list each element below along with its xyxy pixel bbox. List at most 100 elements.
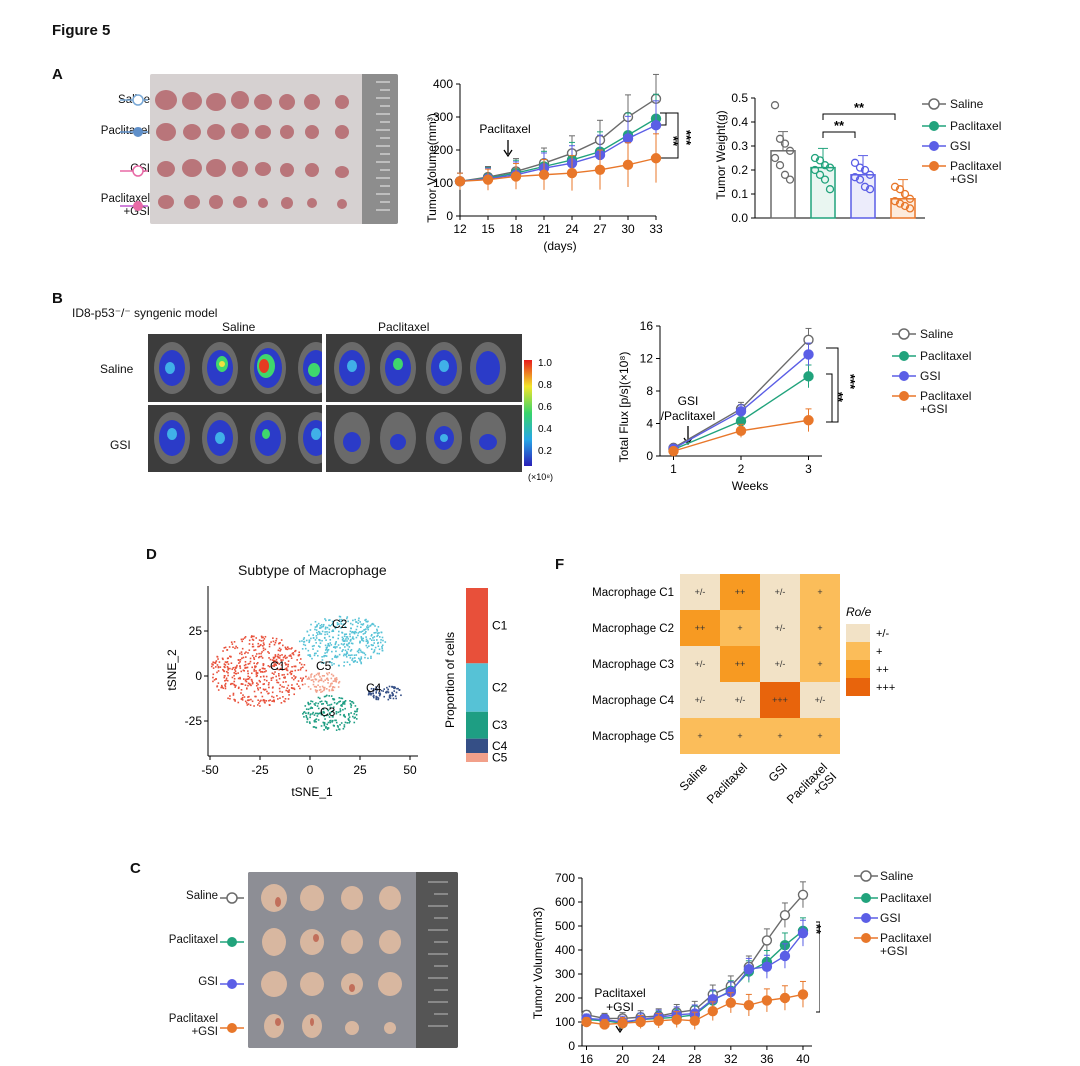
d-cell-point: [278, 647, 281, 650]
d-cell-point: [314, 639, 317, 641]
d-cell-point: [386, 686, 388, 689]
d-cell-point: [346, 644, 349, 647]
d-cell-point: [277, 681, 280, 684]
d-cell-point: [239, 667, 242, 669]
d-cell-point: [229, 667, 231, 670]
d-cell-point: [333, 680, 336, 682]
d-cell-point: [344, 646, 346, 648]
d-cell-point: [372, 651, 375, 654]
b-flux-xtick-label: 2: [738, 462, 745, 476]
d-cell-point: [342, 727, 345, 730]
a-weight-ytick-label: 0.4: [731, 115, 748, 129]
d-cell-point: [328, 704, 331, 706]
d-cell-point: [284, 676, 286, 678]
d-cell-point: [222, 668, 224, 671]
d-cell-point: [288, 647, 290, 650]
d-cell-point: [250, 672, 253, 675]
d-cell-point: [327, 644, 329, 647]
d-cell-point: [352, 715, 354, 718]
d-cell-point: [387, 688, 390, 691]
d-cell-point: [359, 621, 362, 623]
d-cell-point: [357, 649, 360, 652]
d-cell-point: [280, 639, 283, 641]
d-cell-point: [263, 701, 266, 703]
b-annot-1: GSI: [678, 394, 699, 408]
f-col-label: Paclitaxel+GSI: [784, 760, 839, 815]
d-cell-point: [349, 635, 351, 638]
a-volume-xtick-label: 24: [565, 222, 579, 236]
d-cell-point: [341, 705, 343, 707]
d-cell-point: [344, 707, 346, 710]
d-cell-point: [226, 670, 228, 673]
d-cell-point: [349, 654, 351, 657]
d-cell-point: [392, 686, 394, 688]
d-cell-point: [314, 689, 317, 691]
d-cell-point: [283, 673, 285, 676]
panel-f-heatmap: Macrophage C1 +/- ++ +/- +Macrophage C2 ++ + +/…: [592, 574, 895, 815]
d-cell-point: [248, 643, 251, 645]
d-cell-point: [290, 657, 293, 659]
d-cell-point: [272, 657, 275, 660]
d-cell-point: [376, 639, 378, 641]
d-cell-point: [315, 720, 317, 723]
d-cluster-c3: C3: [320, 705, 336, 719]
d-cell-point: [230, 662, 233, 665]
a-volume-point: [566, 167, 578, 179]
a-weight-point: [865, 185, 875, 194]
d-cell-point: [286, 669, 289, 672]
d-cell-point: [328, 619, 330, 622]
d-cell-point: [244, 666, 247, 669]
d-cell-point: [329, 685, 332, 687]
c-sig: **: [809, 924, 824, 935]
d-cell-point: [309, 655, 311, 657]
d-cell-point: [359, 649, 362, 652]
d-cell-point: [364, 632, 366, 635]
d-cell-point: [351, 659, 353, 661]
c-marker-saline: [226, 892, 238, 904]
d-cell-point: [283, 700, 285, 702]
d-cell-point: [240, 651, 243, 653]
d-cell-point: [372, 623, 375, 626]
d-cell-point: [253, 668, 256, 671]
d-cell-point: [265, 675, 268, 678]
d-cell-point: [337, 711, 340, 714]
d-cell-point: [291, 652, 294, 655]
d-cell-point: [392, 694, 394, 697]
f-cell-value: ++: [735, 587, 746, 597]
d-cell-point: [227, 697, 229, 700]
d-cell-point: [375, 692, 378, 694]
d-cell-point: [342, 654, 345, 657]
d-cell-point: [370, 657, 372, 659]
d-cell-point: [347, 638, 349, 640]
d-cell-point: [332, 685, 334, 688]
d-cell-point: [276, 655, 279, 658]
d-cell-point: [292, 653, 295, 656]
b-legend-paclitaxel: Paclitaxel: [920, 349, 972, 363]
d-cell-point: [358, 648, 361, 650]
d-cell-point: [229, 695, 231, 697]
d-cell-point: [333, 686, 336, 689]
d-cell-point: [271, 691, 274, 694]
d-cell-point: [344, 721, 347, 724]
d-cell-point: [335, 641, 337, 643]
a-weight-ytick-label: 0.2: [731, 163, 748, 177]
d-cell-point: [335, 712, 338, 715]
d-cell-point: [246, 704, 249, 706]
d-cell-point: [336, 678, 338, 681]
d-cell-point: [249, 657, 252, 660]
d-cell-point: [299, 658, 302, 660]
d-cell-point: [249, 683, 251, 686]
d-cell-point: [318, 679, 321, 682]
d-cell-point: [282, 659, 284, 661]
d-cell-point: [328, 635, 331, 638]
d-cell-point: [331, 658, 334, 660]
d-cell-point: [223, 670, 226, 673]
d-cell-point: [235, 645, 237, 648]
d-cell-point: [234, 686, 236, 688]
d-cell-point: [274, 655, 277, 658]
d-cell-point: [222, 687, 225, 690]
d-cell-point: [326, 651, 328, 654]
d-cell-point: [355, 718, 358, 720]
d-cell-point: [284, 662, 286, 664]
d-cell-point: [317, 622, 320, 625]
